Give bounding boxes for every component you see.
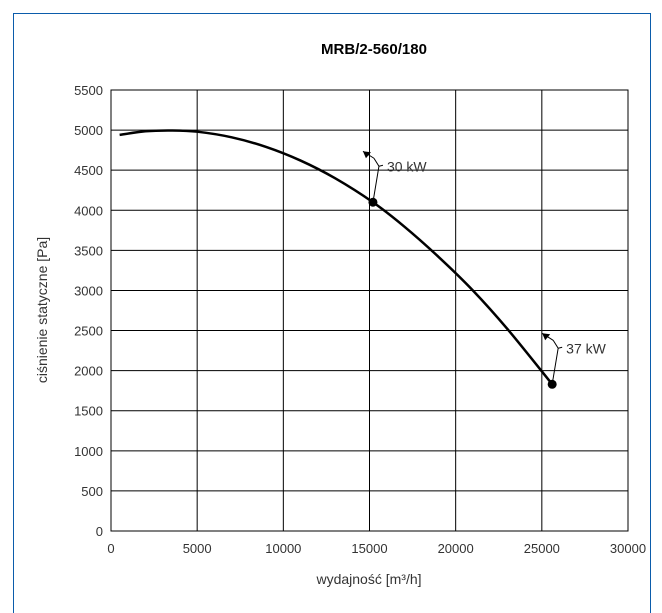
y-tick-label: 3000 — [74, 283, 103, 298]
annotation-arrowhead — [542, 333, 551, 341]
y-tick-label: 4500 — [74, 163, 103, 178]
y-tick-label: 5000 — [74, 123, 103, 138]
chart-series — [119, 129, 554, 386]
y-tick-label: 0 — [96, 524, 103, 539]
y-axis-label: ciśnienie statyczne [Pa] — [34, 237, 50, 383]
chart-annotations: 30 kW 37 kW — [362, 150, 607, 389]
y-axis-ticks: 0 500 1000 1500 2000 2500 3000 3500 4000 4500 5000… — [74, 83, 103, 539]
y-tick-label: 5500 — [74, 83, 103, 98]
y-tick-label: 4000 — [74, 203, 103, 218]
y-tick-label: 2500 — [74, 324, 103, 339]
plot-border — [110, 89, 629, 532]
x-tick-label: 30000 — [610, 541, 646, 556]
x-tick-label: 25000 — [524, 541, 560, 556]
chart-grid — [110, 89, 629, 532]
annotation-leader — [372, 157, 380, 203]
annotation-arrowhead — [362, 151, 371, 159]
x-tick-label: 15000 — [351, 541, 387, 556]
plot-border — [110, 89, 629, 532]
annotation-leader-tail — [378, 164, 384, 167]
x-tick-label: 20000 — [438, 541, 474, 556]
annotation-label: 30 kW — [387, 158, 427, 174]
x-axis-label: wydajność [m³/h] — [315, 571, 421, 587]
y-tick-label: 500 — [81, 484, 103, 499]
chart-title: MRB/2-560/180 — [321, 41, 427, 58]
y-tick-label: 2000 — [74, 364, 103, 379]
y-tick-label: 3500 — [74, 243, 103, 258]
y-tick-label: 1000 — [74, 444, 103, 459]
x-axis-ticks: 0 5000 10000 15000 20000 25000 30000 — [107, 541, 646, 556]
annotation-label: 37 kW — [566, 340, 606, 356]
annotation-leader-tail — [558, 346, 563, 349]
x-tick-label: 10000 — [265, 541, 301, 556]
x-tick-label: 5000 — [183, 541, 212, 556]
x-tick-label: 0 — [107, 541, 114, 556]
chart-frame — [13, 13, 651, 613]
y-tick-label: 1500 — [74, 404, 103, 419]
series-line — [119, 129, 554, 386]
chart-svg: MRB/2-560/180 0 5000 10000 15000 20000 25000 3… — [34, 41, 646, 587]
annotation-leader — [551, 340, 559, 385]
